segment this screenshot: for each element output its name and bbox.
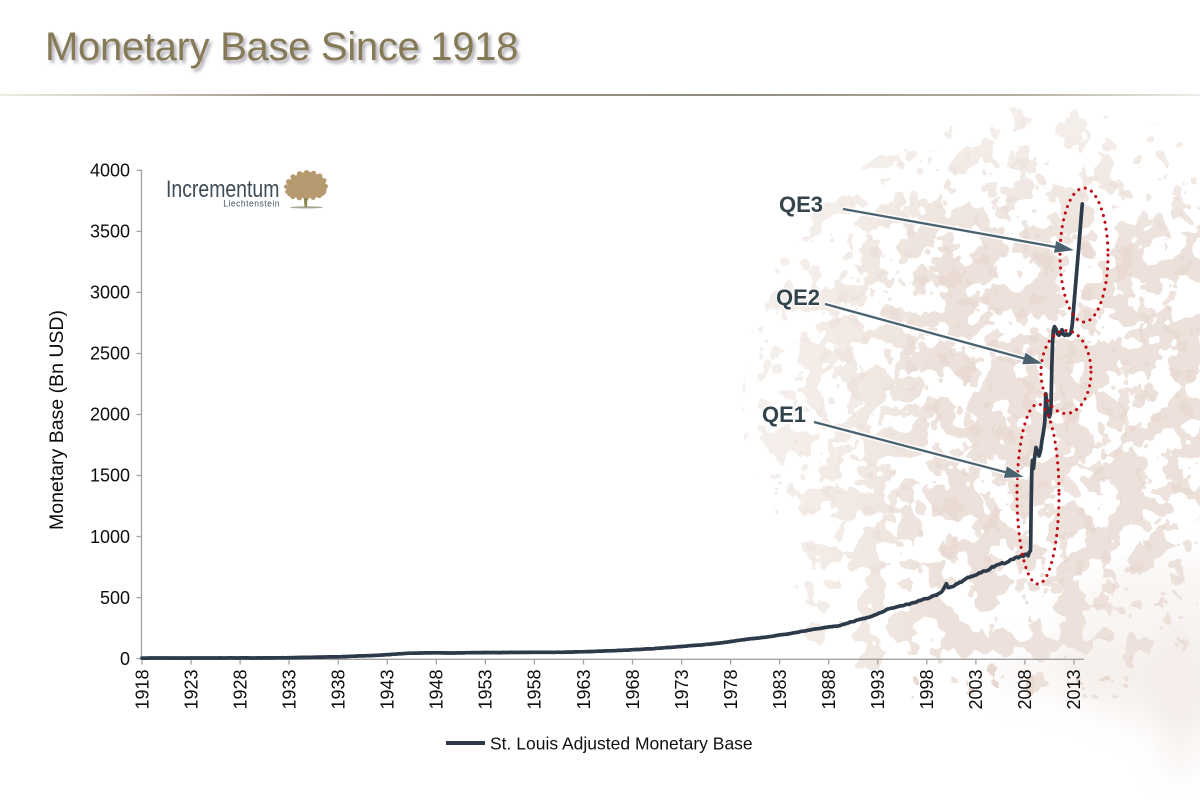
svg-text:1943: 1943 <box>378 670 398 710</box>
svg-text:2000: 2000 <box>90 405 130 425</box>
svg-text:1923: 1923 <box>181 670 201 710</box>
svg-text:2500: 2500 <box>90 344 130 364</box>
svg-text:QE1: QE1 <box>762 402 806 427</box>
svg-text:1963: 1963 <box>574 670 594 710</box>
svg-text:1000: 1000 <box>90 527 130 547</box>
svg-text:1948: 1948 <box>427 670 447 710</box>
svg-text:Incrementum: Incrementum <box>166 175 279 202</box>
svg-text:1983: 1983 <box>770 670 790 710</box>
svg-text:1933: 1933 <box>279 670 299 710</box>
svg-text:1968: 1968 <box>623 670 643 710</box>
svg-text:3500: 3500 <box>90 222 130 242</box>
svg-text:4000: 4000 <box>90 161 130 181</box>
svg-text:Monetary Base (Bn USD): Monetary Base (Bn USD) <box>46 310 68 530</box>
svg-text:1938: 1938 <box>329 670 349 710</box>
svg-text:1918: 1918 <box>132 670 152 710</box>
svg-text:500: 500 <box>100 588 130 608</box>
svg-text:QE3: QE3 <box>779 192 823 217</box>
svg-text:2013: 2013 <box>1064 670 1084 710</box>
svg-text:2008: 2008 <box>1015 670 1035 710</box>
svg-text:1993: 1993 <box>868 670 888 710</box>
svg-text:St. Louis Adjusted Monetary Ba: St. Louis Adjusted Monetary Base <box>490 734 753 754</box>
svg-text:Liechtenstein: Liechtenstein <box>223 198 280 209</box>
svg-text:1953: 1953 <box>476 670 496 710</box>
svg-text:3000: 3000 <box>90 283 130 303</box>
svg-text:1500: 1500 <box>90 466 130 486</box>
svg-text:1973: 1973 <box>672 670 692 710</box>
svg-text:1988: 1988 <box>819 670 839 710</box>
svg-text:0: 0 <box>120 649 130 669</box>
svg-text:1978: 1978 <box>721 670 741 710</box>
svg-text:1958: 1958 <box>525 670 545 710</box>
svg-text:1998: 1998 <box>917 670 937 710</box>
svg-text:2003: 2003 <box>966 670 986 710</box>
svg-text:QE2: QE2 <box>776 285 820 310</box>
svg-text:1928: 1928 <box>230 670 250 710</box>
